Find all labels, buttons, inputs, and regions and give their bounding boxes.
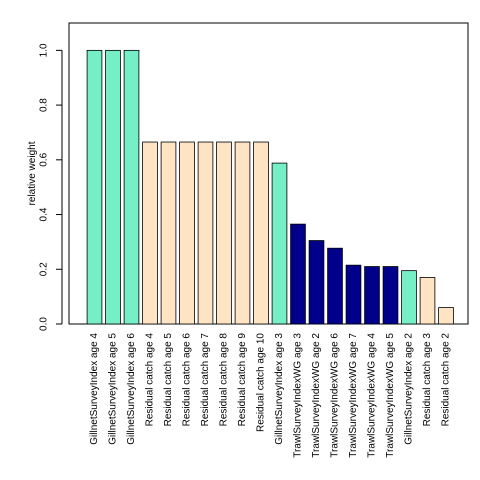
x-tick-label: Residual catch age 9: [237, 333, 248, 427]
x-tick-label: TrawlSurveyIndexWG age 2: [311, 333, 322, 458]
bar: [364, 266, 380, 325]
x-tick-label: Residual catch age 10: [256, 333, 267, 432]
bar: [308, 240, 325, 325]
bars: [86, 49, 454, 325]
bar: [160, 141, 177, 325]
x-tick-label: TrawlSurveyIndexWG age 3: [293, 333, 304, 458]
bar: [105, 49, 121, 325]
bar: [86, 49, 103, 325]
x-tick-label: GillnetSurveyIndex age 2: [404, 333, 415, 445]
bar: [216, 141, 232, 325]
x-tick-label: GillnetSurveyIndex age 5: [108, 333, 119, 445]
y-axis-title: relative weight: [27, 141, 38, 205]
x-tick-label: GillnetSurveyIndex age 6: [126, 333, 137, 445]
x-tick-label: Residual catch age 7: [200, 333, 211, 427]
bar: [382, 266, 399, 325]
y-tick-label: 1.0: [39, 43, 50, 57]
bar: [123, 49, 140, 325]
bar: [290, 223, 306, 325]
x-tick-label: TrawlSurveyIndexWG age 5: [385, 333, 396, 458]
bar: [253, 141, 269, 325]
y-axis: 0.0 0.2 0.4 0.6 0.8 1.0: [39, 43, 63, 331]
x-tick-label: GillnetSurveyIndex age 4: [89, 333, 100, 445]
y-tick-label: 0.6: [39, 152, 50, 166]
bar: [179, 141, 195, 325]
bar: [419, 277, 436, 325]
x-tick-label: Residual catch age 8: [219, 333, 230, 427]
bar: [327, 247, 343, 325]
y-tick-label: 0.2: [39, 262, 50, 276]
bar: [438, 307, 454, 325]
x-tick-label: GillnetSurveyIndex age 3: [274, 333, 285, 445]
y-tick-label: 0.4: [39, 207, 50, 221]
bar: [345, 264, 362, 325]
y-tick-label: 0.8: [39, 98, 50, 112]
x-tick-label: TrawlSurveyIndexWG age 7: [348, 333, 359, 458]
x-tick-label: TrawlSurveyIndexWG age 4: [367, 333, 378, 458]
bar: [197, 141, 214, 325]
x-axis-labels: GillnetSurveyIndex age 4 GillnetSurveyInd…: [89, 333, 452, 458]
x-tick-label: Residual catch age 3: [422, 333, 433, 427]
x-tick-label: Residual catch age 2: [441, 333, 452, 427]
x-tick-label: TrawlSurveyIndexWG age 6: [330, 333, 341, 458]
bar: [234, 141, 251, 325]
y-tick-label: 0.0: [39, 317, 50, 331]
bar: [271, 162, 288, 325]
x-tick-label: Residual catch age 5: [163, 333, 174, 427]
x-tick-label: Residual catch age 6: [182, 333, 193, 427]
x-tick-label: Residual catch age 4: [145, 333, 156, 427]
bar: [142, 141, 158, 325]
bar: [401, 270, 417, 325]
